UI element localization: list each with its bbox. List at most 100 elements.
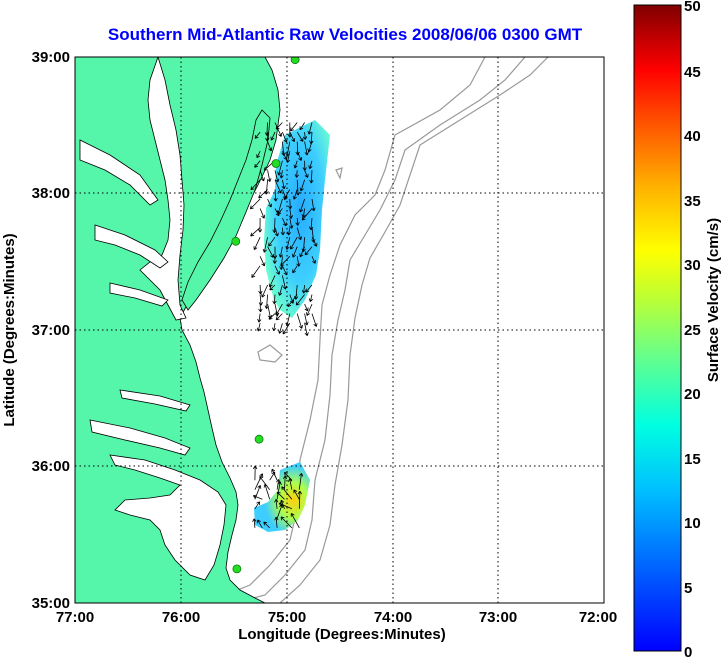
velocity-arrow: [257, 519, 263, 529]
velocity-arrow: [306, 303, 313, 316]
velocity-arrow: [308, 218, 314, 231]
velocity-arrow: [283, 189, 291, 200]
velocity-arrow: [276, 491, 285, 500]
velocity-arrow: [284, 472, 293, 481]
velocity-arrow: [277, 160, 283, 176]
chesapeake-bay: [79, 57, 227, 581]
velocity-arrow: [304, 246, 313, 256]
velocity-arrow: [275, 303, 283, 316]
velocity-arrow: [287, 122, 292, 138]
velocity-arrow: [290, 512, 300, 529]
colorbar-tick-label: 45: [684, 64, 701, 81]
velocity-arrow: [308, 160, 313, 170]
x-tick-label: 77:00: [56, 609, 94, 626]
bathymetry-contours: [199, 57, 549, 603]
velocity-arrow: [285, 313, 291, 327]
velocity-field: [249, 120, 330, 532]
colorbar-tick-label: 40: [684, 128, 701, 145]
colorbar-tick-label: 30: [684, 257, 701, 274]
velocity-arrow: [309, 170, 314, 184]
velocity-arrow: [272, 246, 278, 259]
velocity-arrow: [280, 227, 285, 236]
grid-lines: [75, 57, 604, 603]
radar-station-marker: [290, 57, 300, 65]
x-tick-labels: 77:00 76:00 75:00 74:00 73:00 72:00: [56, 609, 617, 626]
velocity-arrow: [257, 313, 262, 323]
velocity-arrow: [282, 475, 288, 490]
velocity-arrow: [278, 246, 283, 258]
velocity-arrow: [295, 294, 305, 306]
velocity-arrow: [265, 132, 270, 142]
y-tick-label: 36:00: [32, 458, 70, 475]
velocity-arrow: [285, 141, 291, 157]
x-tick-label: 76:00: [162, 609, 200, 626]
velocity-arrow: [270, 131, 276, 141]
velocity-arrow: [298, 473, 304, 490]
velocity-arrow: [302, 160, 307, 171]
river-inlet: [79, 139, 159, 206]
velocity-arrow: [293, 489, 300, 500]
velocity-arrow: [282, 217, 287, 227]
velocity-arrow: [274, 265, 280, 275]
velocity-arrow: [253, 237, 261, 251]
velocity-arrows-south: [252, 465, 304, 529]
velocity-arrow: [259, 256, 266, 267]
velocity-arrow: [311, 256, 316, 264]
velocity-arrow: [280, 256, 291, 267]
velocity-arrow: [292, 246, 298, 258]
velocity-arrow: [275, 122, 283, 130]
river-inlet: [94, 224, 169, 269]
velocity-arrow: [299, 122, 305, 131]
velocity-arrow: [302, 132, 308, 140]
velocity-arrow: [279, 170, 284, 179]
velocity-arrow: [278, 284, 283, 296]
velocity-arrow: [273, 189, 278, 202]
velocity-arrow: [267, 170, 272, 182]
colorbar-tick-label: 0: [684, 644, 692, 659]
velocity-arrow: [297, 490, 302, 509]
velocity-arrow: [264, 122, 270, 136]
map-axes: [74, 56, 605, 604]
velocity-arrow: [292, 265, 298, 274]
velocity-arrow: [289, 218, 294, 229]
velocity-arrow: [268, 236, 276, 247]
velocity-arrow: [259, 476, 271, 490]
velocity-arrow: [304, 323, 309, 336]
y-tick-label: 39:00: [32, 49, 70, 66]
velocity-arrow: [278, 502, 293, 510]
velocity-arrow: [311, 227, 316, 243]
velocity-arrow: [307, 122, 313, 135]
velocity-arrow: [304, 141, 309, 156]
velocity-arrow: [290, 122, 298, 132]
velocity-arrow: [288, 478, 293, 490]
velocity-arrow: [304, 313, 309, 326]
x-tick-label: 72:00: [579, 609, 617, 626]
velocity-arrow: [305, 284, 313, 293]
velocity-arrow: [301, 208, 313, 221]
colorbar-tick-label: 50: [684, 0, 701, 15]
velocity-arrow: [294, 170, 299, 178]
velocity-arrow: [274, 516, 279, 528]
velocity-arrow: [261, 284, 268, 298]
velocity-arrow: [274, 179, 282, 194]
velocity-arrow: [296, 227, 302, 241]
map-title: Southern Mid-Atlantic Raw Velocities 200…: [108, 25, 583, 44]
velocity-arrow: [296, 256, 301, 267]
velocity-arrow: [264, 294, 269, 309]
velocity-arrow: [274, 170, 280, 183]
colorbar-tick-label: 20: [684, 386, 701, 403]
colorbar-tick-label: 35: [684, 193, 701, 210]
velocity-arrow: [276, 479, 281, 490]
y-tick-labels: 39:00 38:00 37:00 36:00 35:00: [32, 49, 70, 612]
radar-station-marker: [254, 434, 264, 444]
bathymetry-contour: [234, 57, 526, 603]
velocity-arrow: [311, 313, 318, 327]
colorbar-tick-label: 5: [684, 580, 692, 597]
velocity-arrow: [250, 179, 261, 191]
colorbar-tick-label: 10: [684, 515, 701, 532]
velocity-arrow: [311, 198, 316, 212]
colorbar-ticks: 50 45 40 35 30 25 20 15 10 5 0: [684, 0, 701, 659]
radar-station-marker: [271, 159, 281, 168]
velocity-arrow: [252, 494, 263, 500]
x-axis-label: Longitude (Degrees:Minutes): [238, 626, 446, 643]
